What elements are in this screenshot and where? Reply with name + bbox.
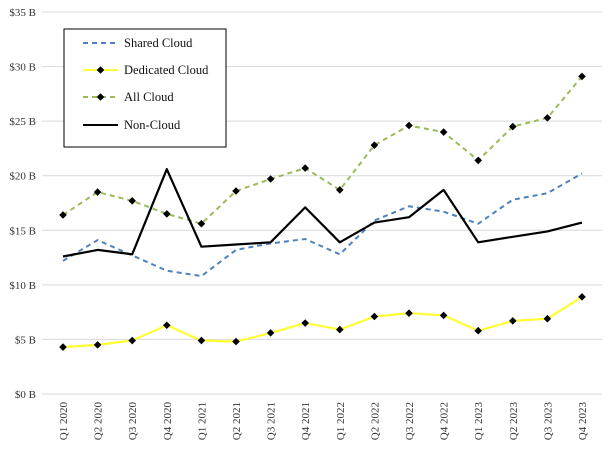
legend: Shared Cloud Dedicated Cloud All Cloud Non-… xyxy=(63,28,227,148)
data-point xyxy=(93,341,102,349)
legend-marker xyxy=(96,66,105,74)
y-tick-label: $0 B xyxy=(15,389,36,401)
x-tick-label: Q4 2020 xyxy=(162,402,174,441)
data-point xyxy=(439,128,448,136)
data-point xyxy=(232,337,240,346)
data-point xyxy=(509,317,517,325)
data-point xyxy=(128,197,136,205)
data-point xyxy=(266,329,275,337)
x-tick-label: Q2 2022 xyxy=(369,402,381,440)
x-tick-label: Q4 2021 xyxy=(300,402,312,440)
data-point xyxy=(578,72,586,81)
legend-label: Non-Cloud xyxy=(124,118,181,132)
data-point xyxy=(336,186,344,194)
data-point xyxy=(128,336,136,345)
data-point xyxy=(474,326,482,335)
legend-item-shared-cloud: Shared Cloud xyxy=(83,36,193,50)
x-tick-label: Q1 2022 xyxy=(335,402,347,440)
data-point xyxy=(93,188,102,196)
data-point xyxy=(163,321,171,330)
legend-item-non-cloud: Non-Cloud xyxy=(83,118,181,132)
data-point xyxy=(336,325,344,334)
y-tick-label: $25 B xyxy=(9,116,36,128)
data-point xyxy=(578,293,586,301)
x-tick-label: Q1 2021 xyxy=(196,402,208,440)
data-point xyxy=(301,319,309,327)
x-tick-label: Q2 2021 xyxy=(231,402,243,440)
data-point xyxy=(474,156,482,165)
data-point xyxy=(197,219,206,228)
series-all-cloud xyxy=(59,72,586,228)
series-dedicated-cloud xyxy=(59,293,586,351)
data-point xyxy=(543,314,552,323)
data-point xyxy=(543,114,552,122)
y-tick-label: $5 B xyxy=(15,334,36,346)
series-line xyxy=(62,295,583,349)
x-tick-label: Q4 2023 xyxy=(577,402,589,441)
data-point xyxy=(266,175,275,183)
series-line xyxy=(62,168,583,258)
data-point xyxy=(405,309,413,318)
data-point xyxy=(301,164,309,172)
y-tick-label: $20 B xyxy=(9,171,36,183)
data-point xyxy=(509,122,517,131)
legend-label: Shared Cloud xyxy=(124,36,193,50)
data-point xyxy=(232,187,240,195)
y-tick-label: $10 B xyxy=(9,280,36,292)
legend-marker xyxy=(96,93,105,101)
y-tick-label: $30 B xyxy=(9,62,36,74)
series-group xyxy=(59,72,586,351)
data-point xyxy=(197,336,206,345)
legend-box xyxy=(63,28,227,148)
y-axis: $0 B $5 B $10 B $15 B $20 B $25 B $30 B $35 B xyxy=(9,7,36,401)
legend-label: Dedicated Cloud xyxy=(124,63,209,77)
series-line xyxy=(62,172,583,278)
series-non-cloud xyxy=(62,168,583,258)
x-tick-label: Q1 2020 xyxy=(58,402,70,441)
y-tick-label: $15 B xyxy=(9,225,36,237)
x-tick-label: Q3 2021 xyxy=(266,402,278,440)
legend-item-dedicated-cloud: Dedicated Cloud xyxy=(83,63,209,77)
x-tick-label: Q2 2023 xyxy=(508,402,520,441)
legend-item-all-cloud: All Cloud xyxy=(83,90,174,104)
series-line xyxy=(62,75,583,225)
data-point xyxy=(405,121,413,130)
data-point xyxy=(59,343,67,351)
data-point xyxy=(370,141,379,149)
data-point xyxy=(370,312,379,321)
x-tick-label: Q2 2020 xyxy=(93,402,105,441)
legend-label: All Cloud xyxy=(124,90,174,104)
series-shared-cloud xyxy=(62,172,583,278)
data-point xyxy=(163,210,171,218)
x-tick-label: Q1 2023 xyxy=(473,402,485,441)
x-tick-label: Q3 2022 xyxy=(404,402,416,440)
y-tick-label: $35 B xyxy=(9,7,36,19)
x-axis: Q1 2020 Q2 2020 Q3 2020 Q4 2020 Q1 2021 Q2 20… xyxy=(58,402,589,441)
data-point xyxy=(59,211,67,219)
x-tick-label: Q3 2020 xyxy=(127,402,139,441)
x-tick-label: Q3 2023 xyxy=(542,402,554,441)
x-tick-label: Q4 2022 xyxy=(439,402,451,440)
data-point xyxy=(439,311,448,320)
